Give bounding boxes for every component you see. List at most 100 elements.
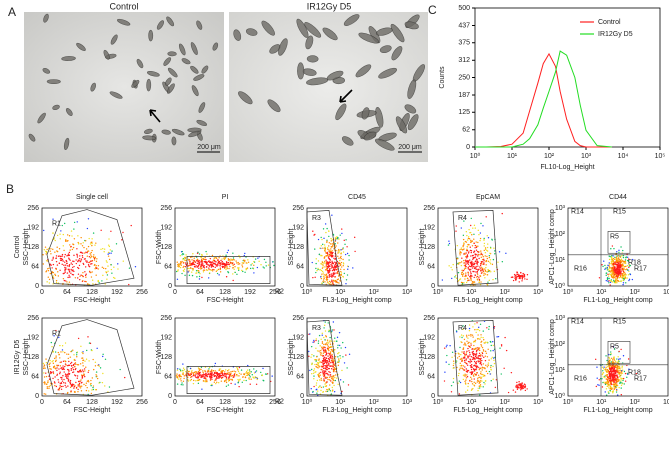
event-dot bbox=[340, 264, 342, 266]
event-dot bbox=[477, 348, 479, 351]
event-dot bbox=[334, 240, 337, 242]
event-dot bbox=[80, 274, 82, 276]
event-dot bbox=[488, 270, 490, 273]
event-dot bbox=[326, 227, 328, 230]
event-dot bbox=[88, 256, 91, 258]
event-dot bbox=[89, 260, 92, 262]
event-dot bbox=[122, 260, 124, 262]
event-dot bbox=[238, 254, 240, 257]
event-dot bbox=[70, 268, 72, 271]
event-dot bbox=[188, 370, 190, 373]
event-dot bbox=[480, 385, 482, 388]
event-dot bbox=[476, 272, 478, 274]
event-dot bbox=[95, 266, 97, 269]
event-dot bbox=[468, 228, 470, 231]
event-dot bbox=[84, 266, 87, 268]
event-dot bbox=[465, 267, 467, 269]
event-dot bbox=[106, 261, 108, 263]
event-dot bbox=[225, 377, 228, 379]
y-tick-label: 250 bbox=[458, 74, 470, 81]
event-dot bbox=[69, 356, 72, 358]
event-dot bbox=[201, 388, 203, 390]
cells bbox=[28, 13, 219, 151]
event-dot bbox=[483, 258, 485, 261]
event-dot bbox=[627, 260, 630, 262]
event-dot bbox=[194, 261, 197, 263]
event-dot bbox=[605, 370, 608, 373]
event-dot bbox=[447, 244, 450, 246]
event-dot bbox=[62, 368, 65, 370]
event-dot bbox=[620, 372, 622, 374]
event-dot bbox=[65, 377, 68, 379]
x-tick-label: 192 bbox=[111, 289, 123, 296]
event-dot bbox=[496, 336, 498, 338]
event-dot bbox=[108, 386, 111, 388]
event-dot bbox=[463, 356, 466, 359]
event-dot bbox=[611, 374, 613, 376]
event-dot bbox=[327, 364, 329, 367]
event-dot bbox=[219, 267, 222, 269]
event-dot bbox=[324, 330, 327, 332]
event-dot bbox=[628, 279, 630, 282]
event-dot bbox=[238, 385, 240, 388]
event-dot bbox=[621, 372, 624, 374]
event-dot bbox=[619, 367, 621, 370]
event-dot bbox=[614, 256, 616, 259]
event-dot bbox=[325, 382, 327, 384]
event-dot bbox=[315, 262, 317, 265]
event-dot bbox=[232, 258, 234, 261]
event-dot bbox=[260, 371, 262, 374]
event-dot bbox=[606, 374, 609, 376]
event-dot bbox=[48, 385, 50, 388]
event-dot bbox=[328, 370, 330, 373]
event-dot bbox=[215, 257, 218, 260]
event-dot bbox=[71, 270, 73, 272]
arrow bbox=[149, 109, 161, 123]
x-tick-label: 10⁰ bbox=[433, 398, 444, 406]
event-dot bbox=[85, 260, 87, 262]
event-dot bbox=[94, 268, 96, 270]
event-dot bbox=[473, 266, 475, 268]
event-dot bbox=[245, 372, 247, 374]
event-dot bbox=[225, 381, 228, 384]
event-dot bbox=[107, 265, 109, 267]
event-dot bbox=[65, 280, 67, 282]
event-dot bbox=[483, 263, 485, 265]
event-dot bbox=[80, 243, 82, 245]
event-dot bbox=[91, 279, 94, 281]
y-axis-label: SSC-Height bbox=[419, 338, 426, 375]
event-dot bbox=[263, 258, 266, 261]
event-dot bbox=[315, 356, 318, 358]
event-dot bbox=[107, 270, 109, 272]
event-dot bbox=[324, 249, 326, 251]
event-dot bbox=[94, 365, 97, 367]
gate-label: R1 bbox=[52, 330, 61, 337]
gate-label: R2 bbox=[275, 398, 284, 405]
event-dot bbox=[480, 261, 483, 263]
event-dot bbox=[471, 383, 474, 385]
event-dot bbox=[476, 261, 478, 264]
event-dot bbox=[483, 339, 485, 341]
event-dot bbox=[516, 271, 518, 273]
cell bbox=[167, 51, 177, 57]
event-dot bbox=[625, 282, 627, 284]
event-dot bbox=[327, 342, 330, 344]
event-dot bbox=[320, 386, 323, 389]
event-dot bbox=[606, 269, 609, 271]
event-dot bbox=[609, 374, 612, 376]
event-dot bbox=[76, 248, 78, 250]
event-dot bbox=[458, 372, 460, 375]
event-dot bbox=[450, 384, 453, 387]
event-dot bbox=[467, 263, 470, 265]
event-dot bbox=[92, 385, 95, 387]
event-dot bbox=[256, 378, 258, 381]
y-tick-label: 375 bbox=[458, 40, 470, 47]
event-dot bbox=[478, 385, 481, 387]
event-dot bbox=[339, 355, 341, 357]
event-dot bbox=[326, 241, 328, 243]
event-dot bbox=[60, 367, 62, 370]
event-dot bbox=[322, 280, 324, 283]
event-dot bbox=[330, 368, 333, 370]
event-dot bbox=[89, 253, 91, 255]
event-dot bbox=[613, 356, 615, 358]
